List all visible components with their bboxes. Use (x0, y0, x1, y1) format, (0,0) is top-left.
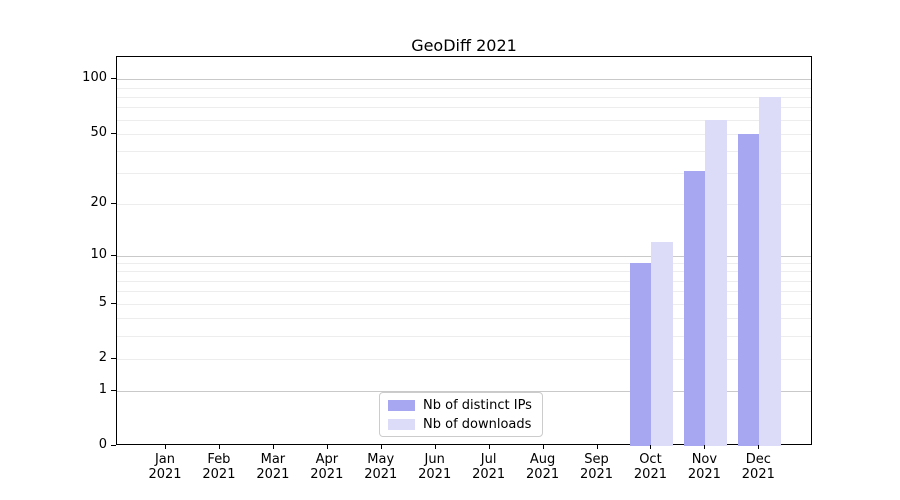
minor-gridline (117, 151, 811, 153)
y-tick-mark (111, 389, 116, 391)
x-tick-mark (218, 445, 220, 449)
minor-gridline (117, 280, 811, 282)
bar-downloads (705, 119, 727, 446)
minor-gridline (117, 173, 811, 175)
x-tick-label: Sep 2021 (579, 452, 614, 482)
downloads-label: Nb of downloads (423, 416, 532, 432)
chart-title: GeoDiff 2021 (411, 36, 517, 55)
bar-distinct-ips (737, 133, 760, 446)
x-tick-label: Feb 2021 (202, 452, 236, 482)
x-tick-mark (434, 445, 436, 449)
x-tick-mark (380, 445, 382, 449)
x-tick-mark (596, 445, 598, 449)
x-tick-label: Aug 2021 (526, 452, 560, 482)
y-tick-label: 20 (90, 195, 107, 211)
y-tick-mark (111, 445, 116, 446)
minor-gridline (117, 133, 811, 135)
y-tick-label: 0 (98, 437, 107, 452)
major-gridline (117, 390, 811, 392)
plot-area (116, 56, 812, 446)
minor-gridline (117, 204, 811, 206)
minor-gridline (117, 271, 811, 273)
x-tick-mark (650, 445, 652, 449)
minor-gridline (117, 87, 811, 89)
y-tick-label: 1 (98, 381, 107, 397)
x-tick-label: May 2021 (364, 452, 398, 482)
distinct-ips-swatch (388, 399, 415, 411)
legend: Nb of distinct IPs Nb of downloads (379, 392, 543, 437)
downloads-swatch (388, 418, 415, 430)
x-tick-mark (488, 445, 490, 449)
minor-gridline (117, 291, 811, 293)
minor-gridline (117, 303, 811, 305)
bar-downloads (651, 242, 673, 446)
x-tick-mark (542, 445, 544, 449)
minor-gridline (117, 119, 811, 121)
y-tick-mark (111, 78, 116, 80)
minor-gridline (117, 335, 811, 337)
y-tick-label: 2 (98, 349, 107, 365)
major-gridline (117, 255, 811, 257)
x-tick-mark (326, 445, 328, 449)
distinct-ips-label: Nb of distinct IPs (423, 397, 532, 413)
bar-distinct-ips (683, 170, 706, 446)
y-tick-mark (111, 254, 116, 256)
bar-distinct-ips (629, 263, 652, 446)
x-tick-label: Dec 2021 (741, 452, 775, 482)
y-tick-mark (111, 132, 116, 134)
legend-item-distinct-ips: Nb of distinct IPs (388, 398, 534, 413)
y-tick-label: 50 (90, 124, 107, 140)
x-tick-label: Jul 2021 (472, 452, 506, 482)
y-tick-mark (111, 203, 116, 205)
minor-gridline (117, 358, 811, 360)
minor-gridline (117, 96, 811, 98)
bar-downloads (759, 96, 781, 446)
y-tick-label: 100 (82, 70, 107, 86)
x-tick-mark (272, 445, 274, 449)
y-tick-mark (111, 357, 116, 359)
legend-item-downloads: Nb of downloads (388, 417, 534, 432)
minor-gridline (117, 263, 811, 265)
x-tick-label: Nov 2021 (687, 452, 721, 482)
y-tick-mark (111, 302, 116, 304)
x-tick-label: Mar 2021 (256, 452, 290, 482)
major-gridline (117, 79, 811, 81)
y-tick-label: 10 (90, 246, 107, 262)
x-tick-label: Jun 2021 (418, 452, 452, 482)
x-tick-label: Oct 2021 (633, 452, 667, 482)
minor-gridline (117, 107, 811, 109)
x-tick-mark (704, 445, 706, 449)
x-tick-label: Jan 2021 (148, 452, 182, 482)
x-tick-mark (758, 445, 760, 449)
minor-gridline (117, 318, 811, 320)
y-tick-label: 5 (98, 294, 107, 310)
x-tick-label: Apr 2021 (310, 452, 344, 482)
x-tick-mark (165, 445, 166, 449)
